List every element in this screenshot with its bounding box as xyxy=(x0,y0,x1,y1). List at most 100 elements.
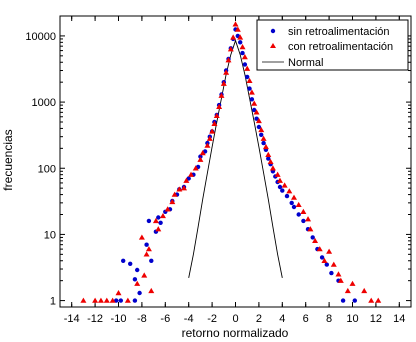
point-con-retroalimentacion xyxy=(291,194,297,200)
point-sin-retroalimentacion xyxy=(186,176,191,181)
point-con-retroalimentacion xyxy=(234,26,241,32)
point-sin-retroalimentacion xyxy=(249,97,255,102)
point-con-retroalimentacion xyxy=(246,77,253,83)
point-con-retroalimentacion xyxy=(192,165,199,171)
point-sin-retroalimentacion xyxy=(329,270,334,276)
point-sin-retroalimentacion xyxy=(252,107,257,113)
y-axis-title: frecuencias xyxy=(1,129,15,190)
point-con-retroalimentacion xyxy=(211,120,218,126)
x-tick-label: -2 xyxy=(207,313,217,325)
point-con-retroalimentacion xyxy=(361,287,368,294)
point-con-retroalimentacion xyxy=(267,158,274,165)
x-tick-label: 2 xyxy=(256,313,262,325)
x-tick-label: 12 xyxy=(370,313,382,325)
point-con-retroalimentacion xyxy=(143,251,150,257)
axis-ticks: -14 -12 -10 -8 -6 -4 -2 0 2 4 6 8 10 12 14 1 10 100 1000 10… xyxy=(25,15,411,325)
point-sin-retroalimentacion xyxy=(289,200,294,206)
point-con-retroalimentacion xyxy=(368,297,375,303)
point-con-retroalimentacion xyxy=(281,182,288,188)
x-tick-label: 4 xyxy=(279,313,285,325)
point-con-retroalimentacion xyxy=(141,272,148,278)
x-tick-label: 0 xyxy=(232,313,238,325)
point-con-retroalimentacion xyxy=(262,143,269,150)
point-sin-retroalimentacion xyxy=(254,116,259,121)
point-con-retroalimentacion xyxy=(227,46,234,52)
point-con-retroalimentacion xyxy=(269,165,276,171)
point-con-retroalimentacion xyxy=(216,103,223,109)
point-con-retroalimentacion xyxy=(148,287,155,294)
point-con-retroalimentacion xyxy=(152,217,159,224)
point-con-retroalimentacion xyxy=(251,100,258,106)
point-con-retroalimentacion xyxy=(276,177,283,183)
legend: sin retroalimentación con retroalimentac… xyxy=(256,19,409,71)
plot-frame xyxy=(59,15,412,308)
point-sin-retroalimentacion xyxy=(340,298,346,303)
point-con-retroalimentacion xyxy=(274,171,281,177)
point-con-retroalimentacion xyxy=(204,142,211,148)
point-con-retroalimentacion xyxy=(80,297,87,303)
point-sin-retroalimentacion xyxy=(132,298,138,303)
normal-curve-layer xyxy=(188,39,283,278)
point-con-retroalimentacion xyxy=(164,206,171,212)
point-con-retroalimentacion xyxy=(330,261,337,267)
point-sin-retroalimentacion xyxy=(198,154,203,159)
point-sin-retroalimentacion xyxy=(128,261,133,266)
x-tick-label: 6 xyxy=(303,313,309,325)
point-sin-retroalimentacion xyxy=(132,277,138,282)
point-con-retroalimentacion xyxy=(155,226,162,232)
point-sin-retroalimentacion xyxy=(121,258,126,263)
point-con-retroalimentacion xyxy=(206,135,213,141)
x-tick-label: -8 xyxy=(137,313,147,325)
point-sin-retroalimentacion xyxy=(137,290,142,296)
point-con-retroalimentacion xyxy=(225,57,232,63)
point-sin-retroalimentacion xyxy=(114,298,119,303)
point-con-retroalimentacion xyxy=(213,112,220,119)
point-con-retroalimentacion xyxy=(239,44,246,50)
point-con-retroalimentacion xyxy=(223,69,230,75)
legend-label-normal: Normal xyxy=(288,57,323,69)
series-con-retroalimentacion xyxy=(80,21,382,303)
point-con-retroalimentacion xyxy=(321,257,328,263)
normal-curve xyxy=(188,39,283,278)
x-tick-label: 10 xyxy=(346,313,358,325)
legend-marker-con-retroalimentacion xyxy=(270,43,276,48)
point-sin-retroalimentacion xyxy=(324,262,329,267)
legend-label-sin-retroalimentacion: sin retroalimentación xyxy=(288,26,390,38)
point-con-retroalimentacion xyxy=(237,34,244,40)
point-con-retroalimentacion xyxy=(159,212,166,219)
point-con-retroalimentacion xyxy=(316,246,323,252)
point-con-retroalimentacion xyxy=(183,177,190,183)
point-con-retroalimentacion xyxy=(248,89,255,95)
point-con-retroalimentacion xyxy=(300,208,307,214)
point-con-retroalimentacion xyxy=(260,135,267,141)
point-con-retroalimentacion xyxy=(375,297,382,303)
point-con-retroalimentacion xyxy=(181,185,188,191)
point-con-retroalimentacion xyxy=(265,151,272,157)
point-sin-retroalimentacion xyxy=(240,50,245,56)
point-con-retroalimentacion xyxy=(115,290,122,296)
point-sin-retroalimentacion xyxy=(259,132,264,137)
point-con-retroalimentacion xyxy=(349,280,356,286)
point-con-retroalimentacion xyxy=(209,128,216,134)
point-sin-retroalimentacion xyxy=(245,74,250,80)
point-con-retroalimentacion xyxy=(197,156,204,162)
x-tick-label: -14 xyxy=(64,313,80,325)
point-con-retroalimentacion xyxy=(258,126,265,133)
point-con-retroalimentacion xyxy=(220,80,227,86)
point-con-retroalimentacion xyxy=(255,117,262,124)
point-sin-retroalimentacion xyxy=(118,298,124,303)
point-con-retroalimentacion xyxy=(138,234,145,240)
point-sin-retroalimentacion xyxy=(158,220,163,225)
point-sin-retroalimentacion xyxy=(247,86,252,91)
y-tick-label: 1 xyxy=(50,296,56,308)
y-tick-label: 10 xyxy=(44,229,56,241)
point-con-retroalimentacion xyxy=(199,150,206,156)
point-con-retroalimentacion xyxy=(244,65,251,71)
point-sin-retroalimentacion xyxy=(310,235,315,240)
point-con-retroalimentacion xyxy=(305,216,312,222)
point-con-retroalimentacion xyxy=(253,109,260,115)
x-axis-title: retorno normalizado xyxy=(182,326,289,340)
point-sin-retroalimentacion xyxy=(144,242,149,247)
point-con-retroalimentacion xyxy=(344,287,351,294)
point-con-retroalimentacion xyxy=(109,297,116,303)
